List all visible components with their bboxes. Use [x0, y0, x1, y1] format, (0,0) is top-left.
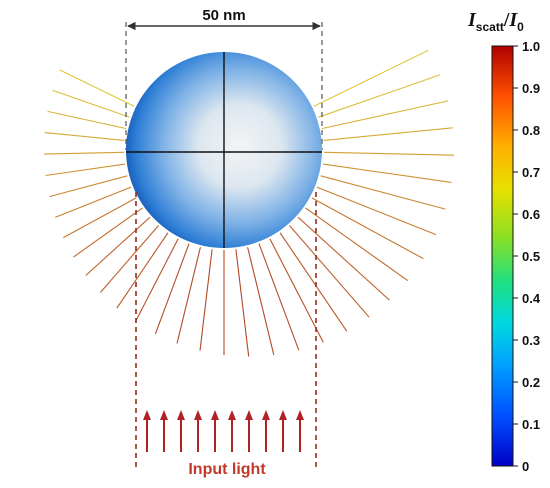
colorbar: 1.00.90.80.70.60.50.40.30.20.10 Iscatt/I… — [467, 9, 541, 474]
scattered-ray — [52, 89, 130, 118]
colorbar-tick-label: 0.1 — [522, 417, 540, 432]
input-arrow-head — [211, 410, 219, 420]
scattered-ray — [323, 151, 454, 156]
dimension-marker: 50 nm — [125, 7, 323, 150]
scattered-ray — [235, 249, 250, 357]
input-arrow-head — [228, 410, 236, 420]
scattered-ray — [297, 216, 390, 301]
input-arrow-head — [296, 410, 304, 420]
input-arrow-head — [262, 410, 270, 420]
scattered-ray — [43, 151, 125, 155]
scattered-ray — [176, 247, 201, 344]
scattered-ray — [85, 216, 151, 276]
scattered-ray — [63, 197, 137, 239]
dimension-label: 50 nm — [202, 7, 245, 24]
input-arrow-head — [143, 410, 151, 420]
input-light-label: Input light — [188, 461, 266, 478]
scattered-ray — [73, 207, 143, 258]
colorbar-tick-label: 0.6 — [522, 207, 540, 222]
colorbar-tick-label: 0.7 — [522, 165, 540, 180]
scattered-ray — [134, 238, 179, 323]
scattered-ray — [99, 225, 159, 293]
colorbar-tick-label: 0.3 — [522, 333, 540, 348]
colorbar-title-sub: scatt — [476, 20, 504, 34]
scattered-ray — [154, 243, 190, 335]
scattered-ray — [289, 225, 370, 318]
colorbar-tick-label: 0.2 — [522, 375, 540, 390]
scattered-ray — [199, 249, 213, 351]
scattered-ray — [54, 186, 132, 218]
nanoparticle-sphere — [126, 52, 322, 248]
colorbar-title-sep: / — [503, 9, 510, 31]
colorbar-title-i0: I — [508, 9, 518, 31]
colorbar-tick-label: 0 — [522, 459, 529, 474]
scattered-ray — [247, 247, 275, 356]
scattered-ray — [305, 207, 409, 282]
scattered-ray — [279, 232, 348, 332]
scattered-ray — [47, 110, 127, 130]
scattered-ray — [320, 175, 446, 210]
scattered-ray — [311, 197, 424, 260]
scattered-ray — [45, 163, 126, 177]
scattered-ray — [321, 100, 449, 130]
input-arrow-head — [194, 410, 202, 420]
scattered-rays — [43, 49, 454, 357]
scattered-ray — [44, 132, 125, 141]
colorbar-tick-label: 1.0 — [522, 39, 540, 54]
colorbar-tick-label: 0.8 — [522, 123, 540, 138]
colorbar-title-sub0: 0 — [517, 20, 524, 34]
input-arrow-head — [177, 410, 185, 420]
colorbar-tick-label: 0.9 — [522, 81, 540, 96]
colorbar-ticks: 1.0 0.9 0.8 0.7 0.6 0.5 0.4 0.3 0.2 0.1 0 — [513, 39, 541, 474]
colorbar-tick-label: 0.4 — [522, 291, 541, 306]
scattered-ray — [313, 49, 429, 107]
scattered-ray — [316, 186, 437, 236]
input-arrow-head — [279, 410, 287, 420]
scattered-ray — [116, 232, 169, 309]
colorbar-title: Iscatt/I0 — [467, 9, 524, 34]
scattered-ray — [258, 243, 300, 351]
input-arrow-head — [245, 410, 253, 420]
scattered-ray — [59, 69, 135, 107]
colorbar-tick-label: 0.5 — [522, 249, 540, 264]
input-light-arrows — [143, 410, 304, 452]
scattered-ray — [323, 127, 453, 141]
scattered-ray — [49, 175, 128, 198]
colorbar-gradient — [491, 45, 514, 467]
input-arrow-head — [160, 410, 168, 420]
colorbar-title-i: I — [467, 9, 477, 31]
scattered-ray — [269, 238, 324, 343]
scattered-ray — [322, 163, 452, 183]
scattered-ray — [318, 74, 441, 118]
